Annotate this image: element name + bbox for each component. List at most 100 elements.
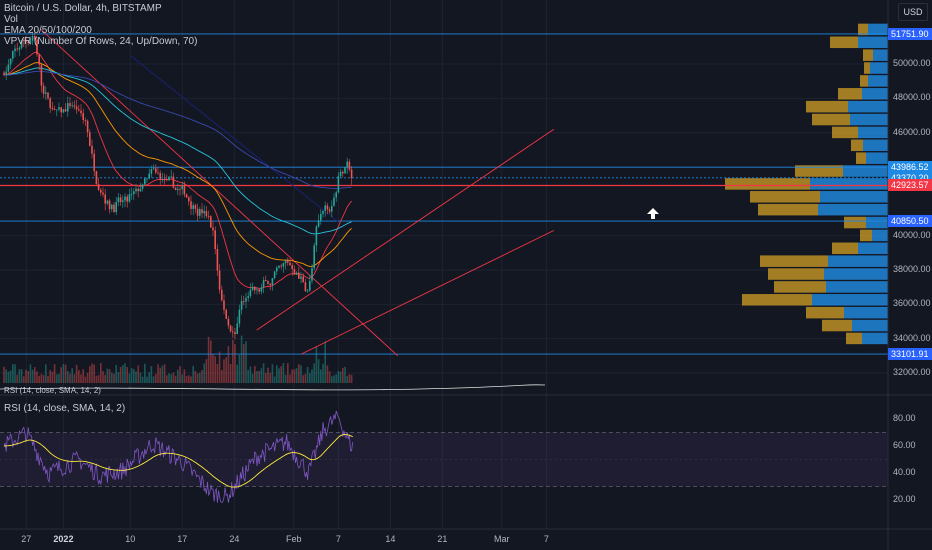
volume-bar — [188, 375, 190, 383]
symbol-title[interactable]: Bitcoin / U.S. Dollar, 4h, BITSTAMP — [4, 3, 162, 14]
volume-bar — [29, 364, 32, 383]
candle-body — [119, 197, 122, 203]
volume-bar — [282, 363, 285, 383]
candle-body — [137, 188, 139, 192]
rsi-tick-label: 80.00 — [893, 413, 916, 423]
vpvr-up-bar — [820, 191, 888, 203]
vpvr-down-bar — [725, 178, 810, 190]
up-arrow-icon[interactable] — [647, 208, 659, 219]
volume-bar — [238, 354, 241, 383]
vpvr-up-bar — [850, 113, 888, 126]
volume-bar — [207, 336, 210, 383]
price-tick-label: 48000.00 — [893, 92, 931, 103]
candle-body — [106, 200, 109, 204]
candle-body — [240, 300, 243, 310]
volume-bar — [45, 364, 47, 383]
candlesticks — [3, 29, 353, 340]
volume-bar — [86, 372, 89, 383]
candle-body — [45, 92, 47, 94]
time-tick-label: 7 — [335, 534, 341, 544]
volume-bar — [56, 374, 58, 383]
volume-bar — [311, 369, 313, 383]
volume-bar — [62, 364, 65, 383]
candle-body — [40, 64, 43, 86]
candle-body — [273, 271, 276, 279]
candle-body — [216, 249, 219, 271]
candle-body — [196, 208, 199, 216]
vpvr-down-bar — [812, 113, 850, 126]
horizontal-levels — [0, 33, 888, 355]
candle-body — [148, 173, 150, 179]
candle-body — [93, 153, 95, 172]
candle-body — [157, 172, 159, 174]
ema-indicator[interactable]: EMA 20/50/100/200 — [4, 25, 92, 36]
volume-bar — [42, 375, 45, 383]
candle-body — [155, 168, 157, 173]
candle-body — [298, 272, 300, 279]
candle-body — [227, 318, 230, 326]
volume-bar — [313, 363, 315, 383]
candle-body — [135, 188, 137, 192]
volume-bar — [150, 366, 153, 383]
candle-body — [67, 103, 69, 112]
time-tick-label: 27 — [21, 534, 32, 544]
vpvr-up-bar — [848, 100, 888, 113]
volume-bar — [287, 363, 289, 383]
volume-bar — [166, 375, 168, 383]
volume-bar — [155, 373, 157, 383]
candle-body — [42, 85, 45, 94]
candle-body — [36, 39, 38, 55]
volume-bar — [243, 344, 245, 383]
volume-bar — [25, 369, 27, 383]
volume-bar — [350, 374, 353, 383]
vpvr-indicator[interactable]: VPVR (Number Of Rows, 24, Up/Down, 70) — [4, 36, 198, 47]
candle-body — [203, 211, 205, 214]
candle-body — [243, 300, 245, 302]
vpvr-up-bar — [858, 242, 888, 255]
volume-bar — [31, 369, 34, 383]
candle-body — [326, 205, 329, 210]
volume-bar — [71, 368, 73, 383]
candle-body — [317, 220, 320, 227]
time-tick-label: 21 — [437, 534, 448, 544]
currency-selector[interactable]: USD — [898, 3, 928, 21]
candle-body — [34, 36, 36, 40]
rsi-legend[interactable]: RSI (14, close, SMA, 14, 2) — [4, 403, 126, 414]
candle-body — [188, 197, 190, 202]
candle-body — [291, 265, 293, 269]
candle-body — [58, 107, 60, 110]
candle-body — [306, 290, 309, 292]
volume-bar — [36, 371, 38, 383]
volume-bar — [170, 374, 172, 383]
candle-body — [265, 279, 267, 282]
volume-bar — [124, 363, 126, 383]
candle-body — [229, 325, 232, 332]
candle-body — [328, 209, 331, 212]
volume-bar — [335, 374, 337, 383]
candle-body — [108, 200, 111, 210]
volume-bar — [53, 364, 56, 383]
volume-bar — [183, 369, 186, 383]
vpvr-down-bar — [864, 62, 870, 74]
volume-bar — [229, 363, 232, 383]
vol-indicator[interactable]: Vol — [4, 14, 18, 25]
vpvr-up-bar — [858, 126, 888, 139]
candle-body — [256, 289, 258, 291]
volume-bar — [212, 354, 214, 383]
volume-bar — [93, 364, 95, 383]
rsi-mini-legend[interactable]: RSI (14, close, SMA, 14, 2) — [4, 386, 101, 395]
volume-bar — [179, 366, 181, 383]
vpvr-up-bar — [872, 229, 888, 242]
candle-body — [82, 113, 84, 120]
volume-bar — [271, 364, 274, 383]
volume-bar — [295, 368, 298, 383]
vpvr-up-bar — [868, 23, 888, 36]
volume-bar — [161, 365, 164, 383]
candle-body — [284, 260, 287, 264]
volume-bar — [7, 371, 10, 383]
candle-body — [218, 270, 221, 290]
candle-body — [139, 188, 142, 192]
candle-body — [339, 171, 342, 176]
candle-body — [117, 197, 120, 203]
